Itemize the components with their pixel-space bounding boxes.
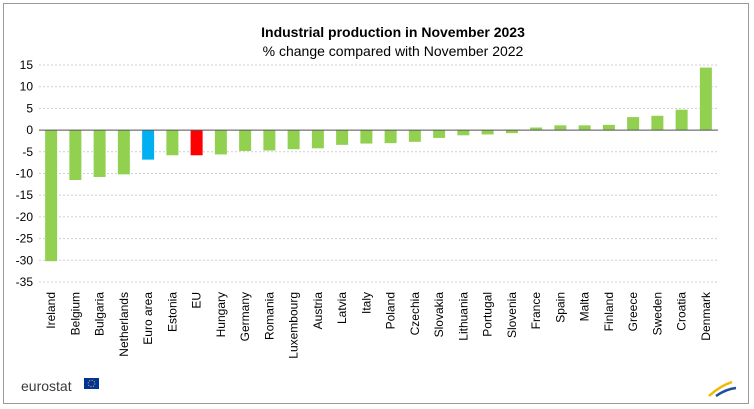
category-label: Denmark xyxy=(699,291,713,341)
category-label: Italy xyxy=(359,292,373,314)
category-label: Czechia xyxy=(408,292,422,336)
bar-czechia xyxy=(408,130,421,142)
y-tick-label: 15 xyxy=(20,58,34,72)
chart-frame: Industrial production in November 2023 %… xyxy=(3,3,749,404)
chart-subtitle: % change compared with November 2022 xyxy=(263,43,524,59)
y-tick-label: 10 xyxy=(20,80,34,94)
category-label: Luxembourg xyxy=(287,292,301,359)
eurostat-swoosh-icon xyxy=(708,380,737,398)
category-label: Croatia xyxy=(675,292,689,331)
category-labels: Ireland Belgium Bulgaria Netherlands Euro ar… xyxy=(44,291,713,359)
eu-flag-icon xyxy=(84,378,99,389)
category-label: Germany xyxy=(238,292,252,341)
bar-lithuania xyxy=(457,130,470,136)
category-label: Lithuania xyxy=(456,292,470,341)
category-label: Poland xyxy=(384,292,398,329)
category-label: Malta xyxy=(578,292,592,322)
category-label: Estonia xyxy=(165,292,179,332)
bar-hungary xyxy=(214,130,227,155)
bar-greece xyxy=(627,117,640,131)
bar-bulgaria xyxy=(93,130,106,177)
bar-belgium xyxy=(69,130,82,181)
bar-croatia xyxy=(675,109,688,131)
bar-denmark xyxy=(699,67,712,131)
category-label: Romania xyxy=(262,292,276,340)
y-tick-label: 5 xyxy=(26,101,33,115)
bars xyxy=(45,67,712,262)
bar-portugal xyxy=(481,130,494,135)
bar-eu xyxy=(190,130,203,156)
y-tick-label: -30 xyxy=(16,253,34,267)
category-label: Spain xyxy=(553,292,567,323)
bar-austria xyxy=(311,130,324,149)
bar-chart: Industrial production in November 2023 %… xyxy=(16,24,737,398)
category-label: Latvia xyxy=(335,292,349,324)
category-label: Hungary xyxy=(214,292,228,337)
category-label: Ireland xyxy=(44,292,58,329)
category-label: Slovakia xyxy=(432,292,446,338)
y-tick-label: -35 xyxy=(16,275,34,289)
category-label: EU xyxy=(190,292,204,309)
y-tick-label: 0 xyxy=(26,123,33,137)
y-tick-label: -10 xyxy=(16,167,34,181)
category-label: Slovenia xyxy=(505,292,519,338)
bar-malta xyxy=(578,125,591,131)
bar-ireland xyxy=(45,130,58,262)
bar-luxembourg xyxy=(287,130,300,150)
category-label: Finland xyxy=(602,292,616,331)
category-label: Portugal xyxy=(481,292,495,337)
bar-italy xyxy=(360,130,373,144)
chart-title: Industrial production in November 2023 xyxy=(261,24,525,40)
y-tick-label: -5 xyxy=(22,145,33,159)
bar-slovenia xyxy=(505,130,518,134)
bar-euro-area xyxy=(142,130,155,160)
bar-france xyxy=(530,127,543,131)
bar-spain xyxy=(554,125,567,131)
bar-romania xyxy=(263,130,276,151)
bar-latvia xyxy=(336,130,349,145)
y-tick-label: -25 xyxy=(16,232,34,246)
category-label: Sweden xyxy=(650,292,664,335)
y-axis-ticks: 15 10 5 0 -5 -10 -15 -20 -25 -30 -35 xyxy=(16,58,34,289)
eurostat-logo: eurostat xyxy=(21,378,72,394)
category-label: Euro area xyxy=(141,292,155,345)
category-label: Netherlands xyxy=(117,292,131,357)
bar-poland xyxy=(384,130,397,144)
category-label: France xyxy=(529,292,543,330)
bar-finland xyxy=(602,124,615,131)
category-label: Greece xyxy=(626,292,640,332)
y-tick-label: -20 xyxy=(16,210,34,224)
bar-sweden xyxy=(651,115,664,131)
category-label: Austria xyxy=(311,292,325,330)
grid xyxy=(39,64,718,283)
bar-estonia xyxy=(166,130,179,156)
y-tick-label: -15 xyxy=(16,188,34,202)
bar-slovakia xyxy=(433,130,446,138)
category-label: Belgium xyxy=(68,292,82,335)
category-label: Bulgaria xyxy=(93,292,107,336)
bar-netherlands xyxy=(117,130,130,175)
bar-germany xyxy=(239,130,252,151)
